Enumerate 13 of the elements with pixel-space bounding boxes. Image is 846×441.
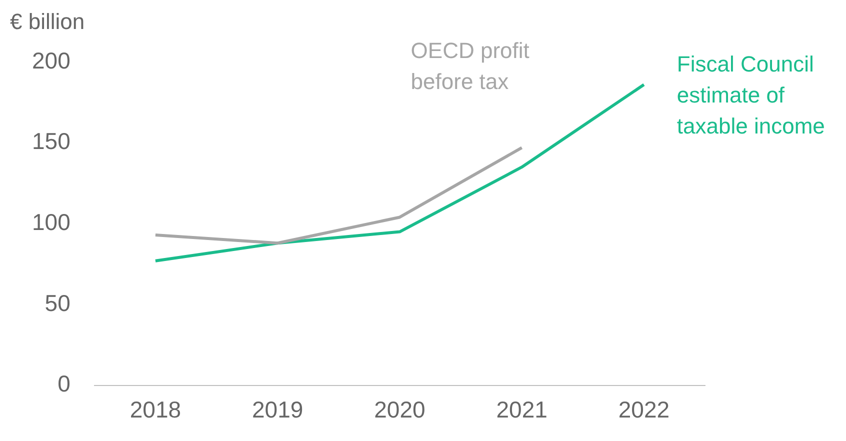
text: OECD profit before tax: [410, 38, 530, 94]
x-tick-label: 2021: [496, 396, 548, 423]
y-tick-label: 100: [32, 209, 70, 236]
y-axis-title: € billion: [10, 9, 85, 34]
x-tick-label: 2019: [252, 396, 304, 423]
series-label: Fiscal Council estimate of taxable income: [676, 52, 825, 139]
x-tick-label: 2022: [618, 396, 670, 423]
y-tick-label: 150: [32, 128, 70, 154]
y-tick-label: 50: [44, 290, 70, 316]
x-tick-label: 2018: [130, 396, 182, 423]
y-tick-label: 200: [32, 47, 70, 74]
y-tick-label: 0: [58, 370, 70, 397]
x-tick-label: 2020: [374, 396, 426, 423]
